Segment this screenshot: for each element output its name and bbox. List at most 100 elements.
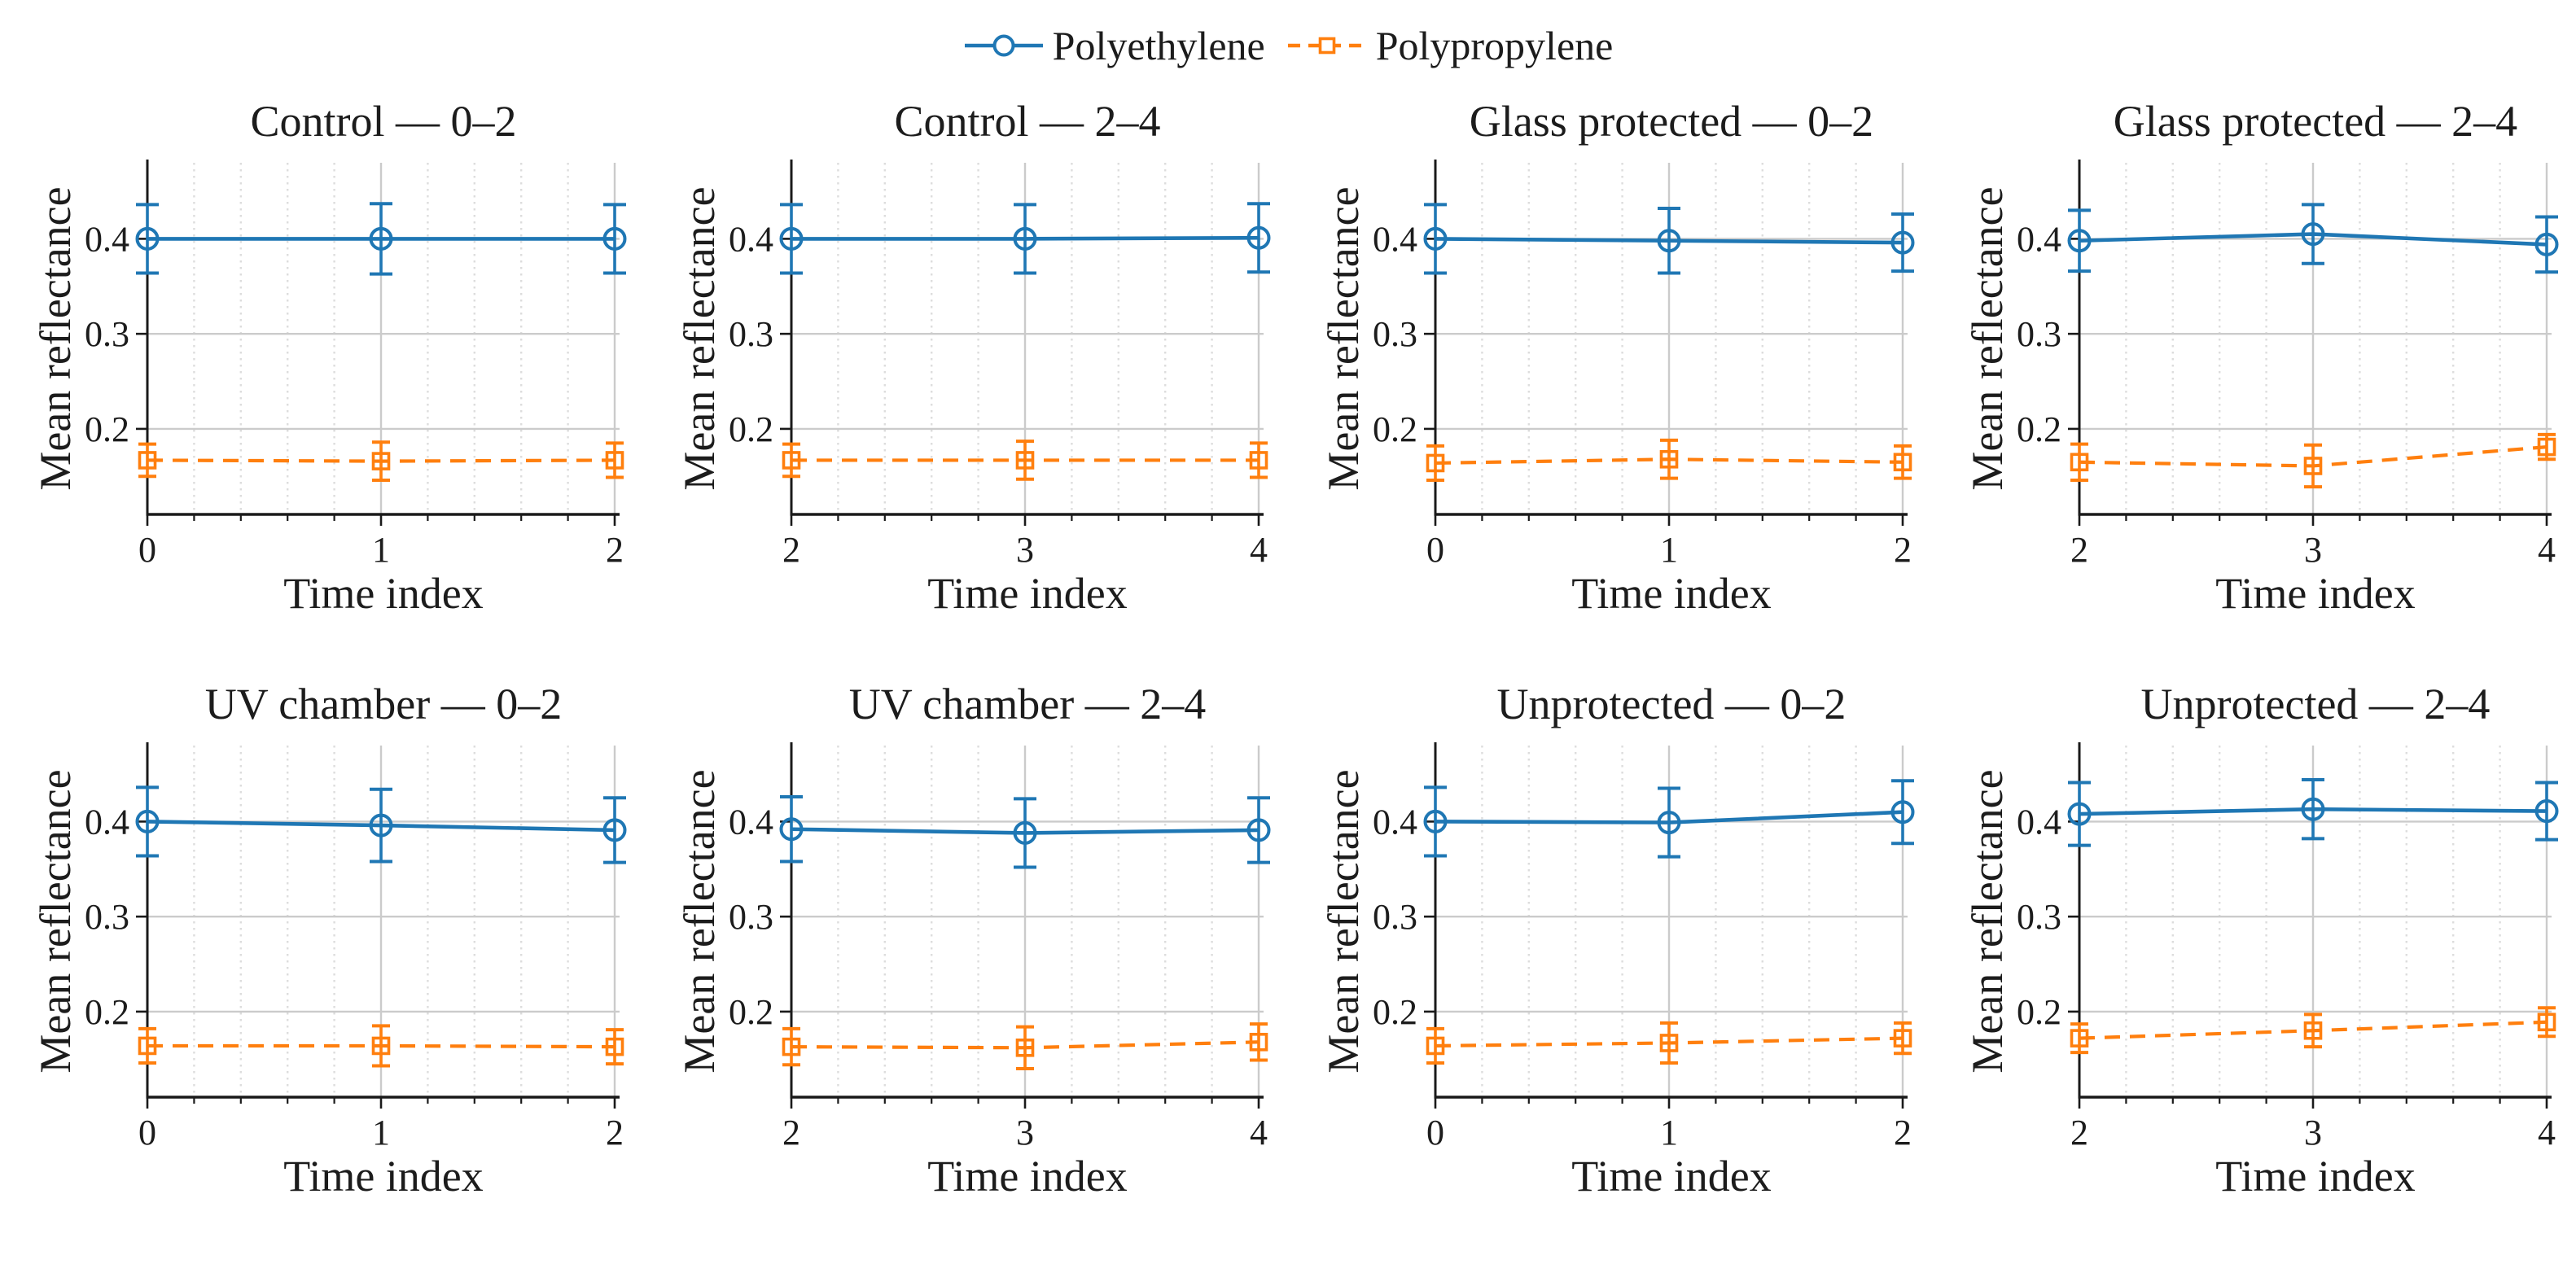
x-axis-label: Time index bbox=[2215, 569, 2416, 618]
x-tick-label: 0 bbox=[138, 1113, 156, 1152]
subplot-control-0-2: Control — 0–2 Mean reflectance 0.2 0.3 0.4… bbox=[0, 78, 644, 620]
subplot-title: UV chamber — 0–2 bbox=[204, 680, 563, 728]
polyethylene-marker bbox=[2301, 797, 2325, 821]
plot-area: 0.2 0.3 0.4 2 3 4 bbox=[729, 160, 1271, 570]
polyethylene-marker bbox=[2534, 799, 2559, 824]
y-axis-label: Mean reflectance bbox=[31, 769, 80, 1074]
y-axis-label: Mean reflectance bbox=[1963, 186, 2012, 491]
y-tick-label: 0.4 bbox=[1373, 219, 1417, 259]
x-tick-label: 2 bbox=[606, 1113, 624, 1152]
x-axis-label: Time index bbox=[1571, 1152, 1772, 1201]
plot-area: 0.2 0.3 0.4 0 1 2 bbox=[1373, 160, 1915, 570]
y-tick-label: 0.2 bbox=[2017, 409, 2061, 449]
subplot-control-2-4: Control — 2–4 Mean reflectance 0.2 0.3 0.4… bbox=[644, 78, 1288, 620]
y-tick-label: 0.3 bbox=[2017, 314, 2061, 354]
polyethylene-marker bbox=[1246, 818, 1271, 842]
x-tick-label: 4 bbox=[1250, 1113, 1268, 1152]
polyethylene-marker bbox=[1013, 226, 1037, 251]
subplot-title: Unprotected — 2–4 bbox=[2140, 680, 2491, 728]
polypropylene-marker bbox=[2537, 1013, 2556, 1032]
subplot-glass-protected-2-4: Glass protected — 2–4 Mean reflectance 0… bbox=[1932, 78, 2576, 620]
polyethylene-marker bbox=[779, 817, 804, 842]
chart-grid: Control — 0–2 Mean reflectance 0.2 0.3 0.4… bbox=[0, 78, 2576, 1244]
polypropylene-marker bbox=[605, 1037, 624, 1056]
plot-area: 0.2 0.3 0.4 0 1 2 bbox=[85, 742, 627, 1152]
polyethylene-line bbox=[791, 827, 1260, 835]
y-tick-label: 0.2 bbox=[2017, 992, 2061, 1032]
polypropylene-line bbox=[1435, 457, 1904, 466]
polypropylene-marker bbox=[138, 451, 157, 470]
polyethylene-legend-marker bbox=[992, 34, 1015, 57]
x-tick-label: 2 bbox=[2070, 530, 2088, 570]
polyethylene-line-swatch bbox=[964, 34, 1043, 57]
x-tick-label: 4 bbox=[2538, 1113, 2556, 1152]
plot-area: 0.2 0.3 0.4 2 3 4 bbox=[729, 742, 1271, 1152]
polyethylene-marker bbox=[779, 226, 804, 251]
y-axis-label: Mean reflectance bbox=[31, 186, 80, 491]
polypropylene-line bbox=[147, 1043, 616, 1049]
x-tick-label: 1 bbox=[372, 1113, 390, 1152]
plot-area: 0.2 0.3 0.4 0 1 2 bbox=[85, 160, 627, 570]
y-tick-label: 0.2 bbox=[1373, 992, 1417, 1032]
polyethylene-marker bbox=[2534, 232, 2559, 256]
legend-item-polypropylene: Polypropylene bbox=[1286, 23, 1614, 68]
x-axis-label: Time index bbox=[283, 1152, 484, 1201]
polypropylene-marker bbox=[1893, 453, 1912, 472]
y-axis-label: Mean reflectance bbox=[1319, 186, 1368, 491]
polyethylene-marker bbox=[1890, 800, 1915, 824]
polypropylene-marker bbox=[1659, 449, 1679, 469]
x-tick-label: 0 bbox=[1426, 530, 1444, 570]
x-tick-label: 0 bbox=[1426, 1113, 1444, 1152]
x-axis-label: Time index bbox=[927, 1152, 1128, 1201]
x-tick-label: 1 bbox=[372, 530, 390, 570]
polypropylene-marker bbox=[782, 1037, 801, 1056]
y-tick-label: 0.3 bbox=[2017, 897, 2061, 937]
polypropylene-line bbox=[147, 458, 616, 463]
y-axis-label: Mean reflectance bbox=[675, 769, 724, 1074]
x-tick-label: 2 bbox=[1894, 1113, 1912, 1152]
polypropylene-marker bbox=[138, 1036, 157, 1056]
x-tick-label: 3 bbox=[2304, 530, 2322, 570]
x-tick-label: 4 bbox=[1250, 530, 1268, 570]
polyethylene-marker bbox=[1013, 820, 1037, 845]
polyethylene-marker bbox=[2067, 802, 2092, 826]
polyethylene-marker bbox=[1246, 225, 1271, 250]
plot-area: 0.2 0.3 0.4 2 3 4 bbox=[2017, 160, 2559, 570]
subplot-uv-chamber-0-2: UV chamber — 0–2 Mean reflectance 0.2 0.3… bbox=[0, 661, 644, 1203]
polypropylene-marker bbox=[2537, 437, 2556, 457]
polypropylene-marker bbox=[1249, 1032, 1268, 1052]
y-tick-label: 0.3 bbox=[85, 897, 129, 937]
legend: Polyethylene Polypropylene bbox=[0, 0, 2576, 78]
x-tick-label: 1 bbox=[1660, 1113, 1678, 1152]
y-tick-label: 0.2 bbox=[729, 409, 773, 449]
y-tick-label: 0.3 bbox=[729, 897, 773, 937]
legend-label-polypropylene: Polypropylene bbox=[1375, 23, 1614, 68]
plot-area: 0.2 0.3 0.4 0 1 2 bbox=[1373, 742, 1915, 1152]
legend-item-polyethylene: Polyethylene bbox=[963, 25, 1265, 66]
polypropylene-marker bbox=[371, 452, 391, 470]
polyethylene-marker bbox=[2301, 222, 2325, 247]
plot-area: 0.2 0.3 0.4 2 3 4 bbox=[2017, 742, 2559, 1152]
polypropylene-marker bbox=[371, 1036, 391, 1056]
polypropylene-marker bbox=[1015, 1038, 1035, 1057]
y-tick-label: 0.4 bbox=[2017, 219, 2061, 259]
polyethylene-marker bbox=[602, 226, 627, 251]
polypropylene-line bbox=[2079, 1020, 2548, 1040]
polypropylene-marker bbox=[605, 451, 624, 470]
subplot-unprotected-0-2: Unprotected — 0–2 Mean reflectance 0.2 0.… bbox=[1288, 661, 1932, 1203]
polypropylene-marker bbox=[2303, 1021, 2323, 1040]
polyethylene-marker bbox=[1423, 809, 1448, 833]
polypropylene-legend-marker bbox=[1318, 37, 1336, 55]
x-tick-label: 4 bbox=[2538, 530, 2556, 570]
y-tick-label: 0.3 bbox=[85, 314, 129, 354]
x-tick-label: 2 bbox=[606, 530, 624, 570]
y-tick-label: 0.3 bbox=[1373, 897, 1417, 937]
subplot-title: Glass protected — 2–4 bbox=[2113, 97, 2518, 146]
y-tick-label: 0.4 bbox=[1373, 802, 1417, 842]
polyethylene-marker bbox=[135, 226, 160, 251]
x-axis-label: Time index bbox=[283, 569, 484, 618]
x-axis-label: Time index bbox=[1571, 569, 1772, 618]
subplot-title: Glass protected — 0–2 bbox=[1469, 97, 1874, 146]
x-tick-label: 2 bbox=[1894, 530, 1912, 570]
